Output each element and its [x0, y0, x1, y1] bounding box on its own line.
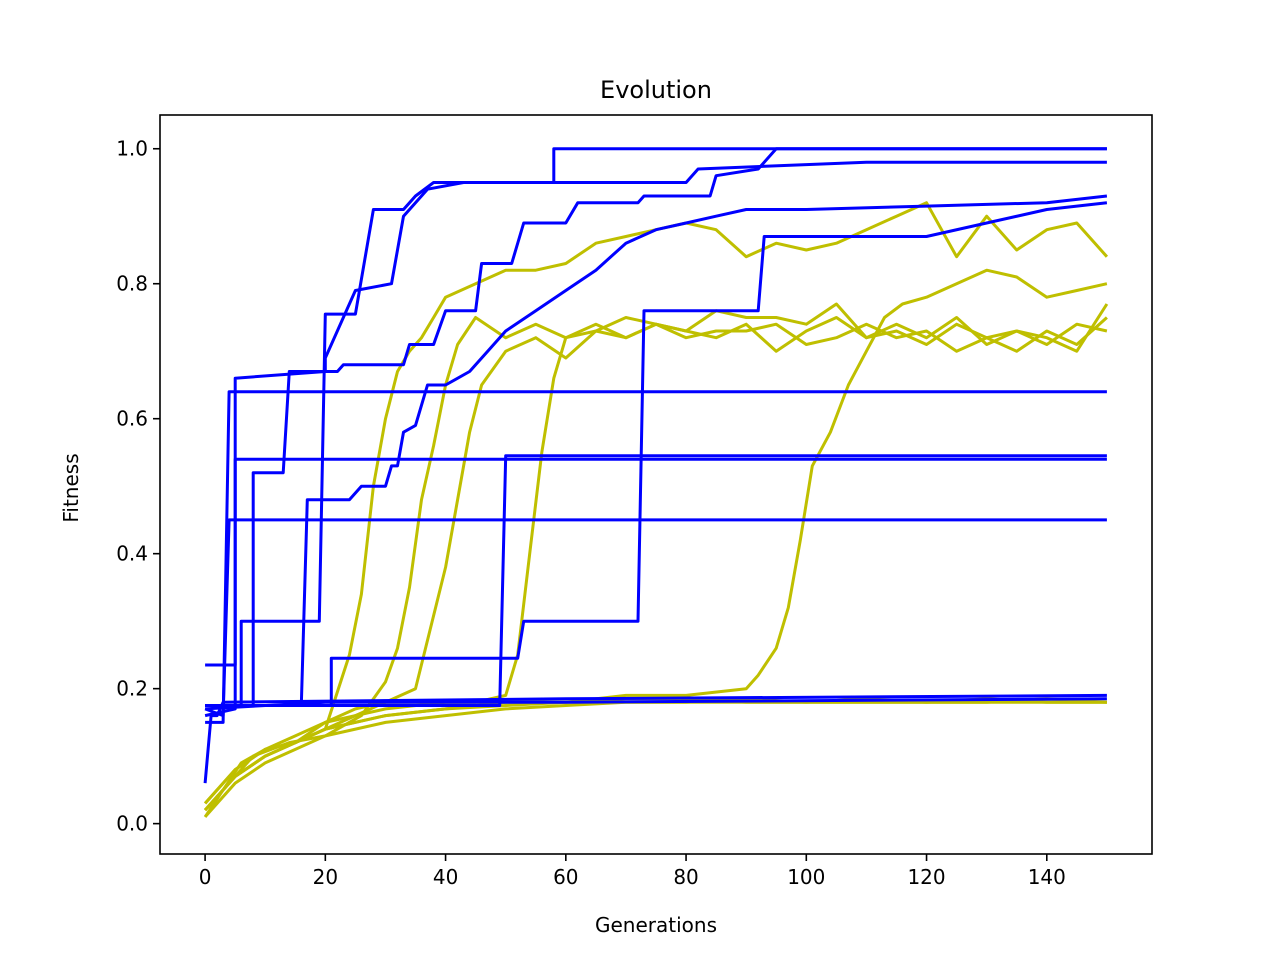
best-fitness-line-8: [205, 201, 1108, 707]
best-fitness-line-6: [205, 194, 1108, 707]
best-fitness-line-1: [204, 160, 1107, 718]
best-fitness-line-2: [204, 518, 1107, 718]
average-fitness-line-11: [203, 201, 1109, 818]
y-axis-title: Fitness: [59, 453, 83, 522]
y-tick-label: 0.2: [116, 677, 148, 701]
y-tick-label: 1.0: [116, 137, 148, 161]
y-tick-label: 0.6: [116, 407, 148, 431]
x-axis-title: Generations: [595, 913, 717, 937]
best-fitness-line-3: [205, 457, 1107, 667]
chart-title: Evolution: [600, 76, 712, 104]
average-fitness-line-13: [203, 316, 1108, 812]
x-tick-label: 120: [907, 865, 945, 889]
best-fitness-line-5: [205, 147, 1107, 707]
x-tick-label: 100: [787, 865, 825, 889]
plot-frame: [159, 114, 1153, 855]
series-layer: [203, 147, 1109, 818]
x-tick-label: 20: [313, 865, 338, 889]
best-fitness-line-10: [205, 697, 1107, 711]
y-tick-label: 0.0: [116, 812, 148, 836]
x-tick-label: 140: [1028, 865, 1066, 889]
x-tick-label: 60: [553, 865, 578, 889]
best-fitness-line-7: [205, 454, 1107, 707]
x-tick-label: 40: [433, 865, 458, 889]
best-fitness-line-0: [205, 390, 1107, 724]
best-fitness-line-4: [205, 147, 1107, 707]
ticks-layer: 0 20 40 60 80 100 120 140 0.0 0.2 0.4 0.6 0.8 1.0: [116, 137, 1066, 889]
y-tick-label: 0.8: [116, 272, 148, 296]
x-tick-label: 80: [673, 865, 698, 889]
y-tick-label: 0.4: [116, 542, 148, 566]
x-tick-label: 0: [199, 865, 212, 889]
